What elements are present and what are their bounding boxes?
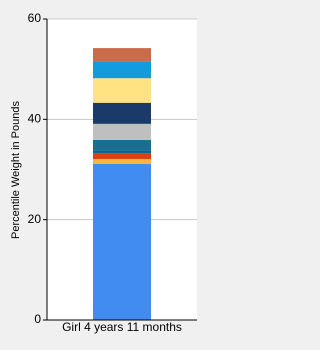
y-tick-label: 0 — [34, 312, 41, 326]
bar-segment — [93, 61, 151, 79]
bar-segment — [93, 163, 151, 320]
x-tick-label: Girl 4 years 11 months — [62, 320, 182, 334]
bar-segment — [93, 48, 151, 62]
bar-segment — [93, 139, 151, 151]
bar-segment — [93, 123, 151, 140]
bar-segment — [93, 102, 151, 124]
bar-segment — [93, 152, 151, 159]
bar-segment — [93, 78, 151, 103]
bar-segment — [93, 158, 151, 164]
y-tick-label: 60 — [28, 11, 42, 25]
y-tick-label: 20 — [28, 212, 42, 226]
y-axis-label: Percentile Weight in Pounds — [10, 101, 22, 239]
bar-segment — [93, 150, 151, 153]
chart: Percentile Weight in Pounds 0 20 40 60 Girl … — [10, 11, 197, 334]
y-tick-label: 40 — [28, 112, 42, 126]
